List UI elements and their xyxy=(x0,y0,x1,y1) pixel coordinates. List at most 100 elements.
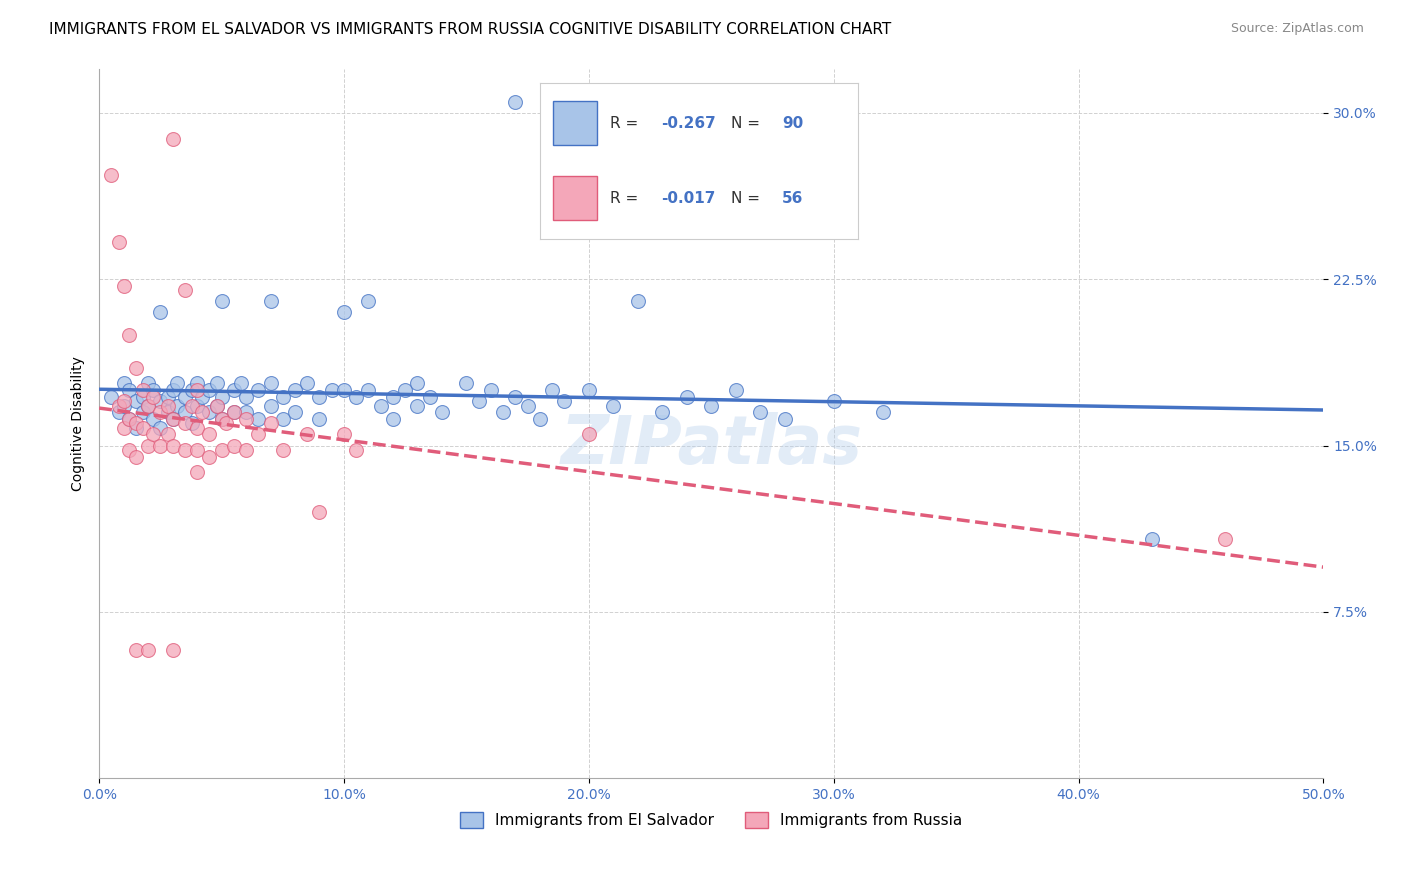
Point xyxy=(211,294,233,309)
Point xyxy=(142,390,165,404)
Point xyxy=(675,390,697,404)
Point xyxy=(541,383,564,397)
Point xyxy=(578,427,600,442)
Point xyxy=(872,405,894,419)
Point xyxy=(773,412,796,426)
Point xyxy=(156,390,179,404)
Point xyxy=(235,412,257,426)
Point xyxy=(162,438,184,452)
Point xyxy=(308,412,330,426)
Text: IMMIGRANTS FROM EL SALVADOR VS IMMIGRANTS FROM RUSSIA COGNITIVE DISABILITY CORRE: IMMIGRANTS FROM EL SALVADOR VS IMMIGRANT… xyxy=(49,22,891,37)
Point xyxy=(394,383,416,397)
Point xyxy=(724,383,747,397)
Point xyxy=(181,399,204,413)
Point xyxy=(191,390,214,404)
Point xyxy=(578,383,600,397)
Point xyxy=(259,376,281,391)
Point xyxy=(198,450,221,464)
Point xyxy=(357,294,380,309)
Point xyxy=(125,450,148,464)
Point xyxy=(406,399,429,413)
Point xyxy=(700,399,723,413)
Point xyxy=(284,383,307,397)
Point xyxy=(173,405,195,419)
Point xyxy=(191,405,214,419)
Point xyxy=(271,412,294,426)
Point xyxy=(259,399,281,413)
Point xyxy=(186,383,208,397)
Point xyxy=(198,405,221,419)
Point xyxy=(823,394,845,409)
Point xyxy=(357,383,380,397)
Point xyxy=(284,405,307,419)
Point xyxy=(235,442,257,457)
Point xyxy=(136,376,159,391)
Point xyxy=(516,399,538,413)
Point xyxy=(259,294,281,309)
Point xyxy=(112,376,135,391)
Point xyxy=(205,399,228,413)
Point xyxy=(247,383,270,397)
Point xyxy=(479,383,502,397)
Point xyxy=(308,505,330,519)
Point xyxy=(370,399,392,413)
Text: ZIPatlas: ZIPatlas xyxy=(560,412,862,477)
Point xyxy=(211,442,233,457)
Point xyxy=(149,394,172,409)
Point xyxy=(117,412,139,426)
Point xyxy=(344,442,367,457)
Point xyxy=(107,405,129,419)
Point xyxy=(149,438,172,452)
Point xyxy=(117,442,139,457)
Point xyxy=(162,412,184,426)
Point xyxy=(162,383,184,397)
Point xyxy=(117,327,139,342)
Point xyxy=(247,412,270,426)
Point xyxy=(162,412,184,426)
Point xyxy=(186,376,208,391)
Point xyxy=(211,390,233,404)
Point xyxy=(215,417,238,431)
Point xyxy=(505,390,527,404)
Point xyxy=(149,405,172,419)
Point xyxy=(112,421,135,435)
Point xyxy=(107,399,129,413)
Point xyxy=(529,412,551,426)
Point xyxy=(297,376,319,391)
Point xyxy=(505,95,527,109)
Point xyxy=(166,376,188,391)
Point xyxy=(112,399,135,413)
Point xyxy=(553,394,575,409)
Y-axis label: Cognitive Disability: Cognitive Disability xyxy=(72,356,86,491)
Point xyxy=(205,399,228,413)
Point xyxy=(149,305,172,319)
Point xyxy=(156,427,179,442)
Point xyxy=(136,399,159,413)
Point xyxy=(271,390,294,404)
Point xyxy=(132,421,155,435)
Point xyxy=(602,399,624,413)
Point xyxy=(162,132,184,146)
Point xyxy=(100,168,122,182)
Point xyxy=(156,405,179,419)
Point xyxy=(297,427,319,442)
Point xyxy=(222,438,245,452)
Point xyxy=(198,427,221,442)
Point xyxy=(308,390,330,404)
Point xyxy=(181,417,204,431)
Point xyxy=(166,399,188,413)
Point xyxy=(247,427,270,442)
Point xyxy=(136,642,159,657)
Point xyxy=(117,412,139,426)
Point xyxy=(222,405,245,419)
Point xyxy=(186,399,208,413)
Point xyxy=(132,390,155,404)
Point xyxy=(333,305,356,319)
Point xyxy=(173,283,195,297)
Point xyxy=(132,405,155,419)
Point xyxy=(205,376,228,391)
Point xyxy=(271,442,294,457)
Point xyxy=(125,394,148,409)
Point xyxy=(142,412,165,426)
Point xyxy=(430,405,453,419)
